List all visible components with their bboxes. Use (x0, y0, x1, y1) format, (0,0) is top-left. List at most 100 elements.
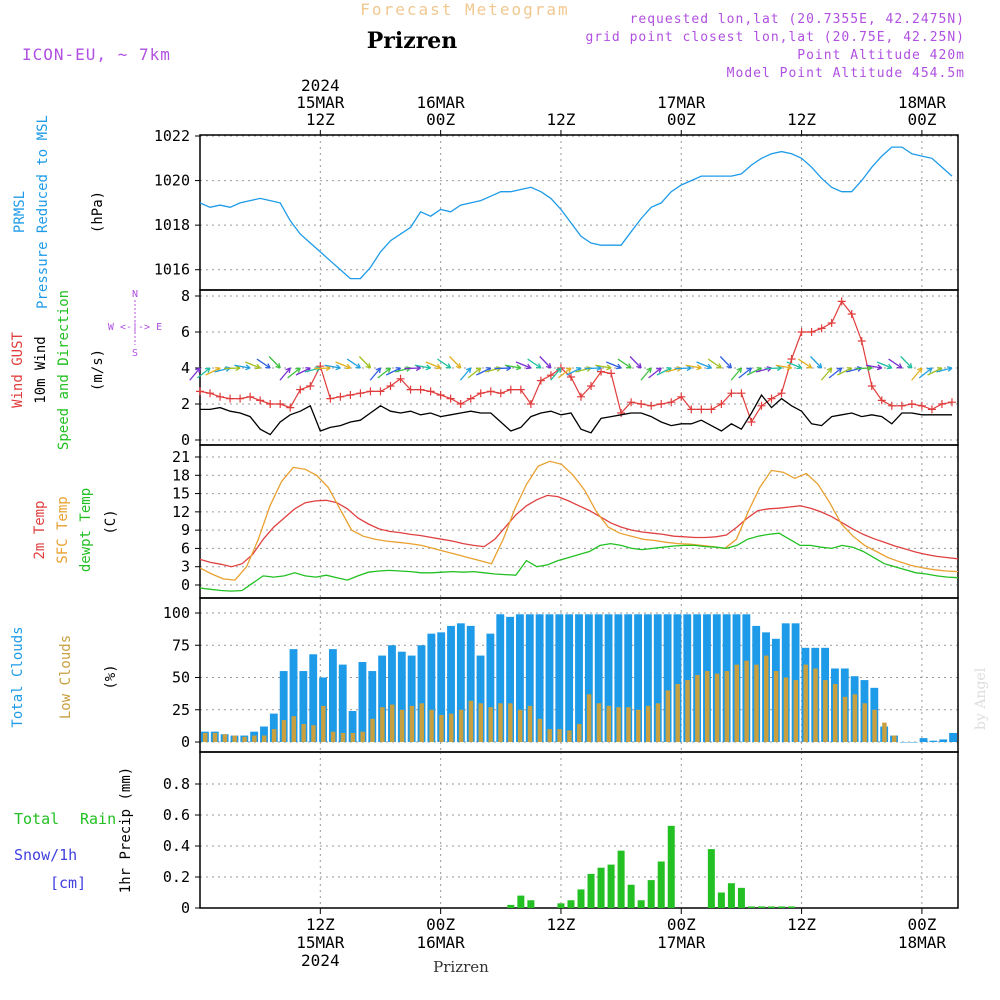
wind-arrow-head (525, 363, 532, 370)
low-cloud-bar (360, 731, 365, 742)
y-tick-label: 0.6 (163, 806, 190, 824)
rain-bar (737, 887, 745, 908)
wind-arrow (205, 367, 221, 376)
wind-arrow (404, 367, 421, 370)
low-cloud-bar (645, 705, 651, 742)
wind-arrow (335, 361, 351, 369)
wind-arrow-head (195, 367, 201, 374)
low-cloud-bar (842, 696, 848, 742)
gust-marker (927, 405, 936, 414)
wind-arrow (369, 367, 381, 381)
wind-arrow-head (385, 367, 392, 373)
gust-marker (627, 398, 636, 407)
gust-marker (657, 400, 666, 408)
wind-arrow (459, 367, 472, 381)
low-cloud-bar (271, 729, 277, 742)
total-cloud-bar (565, 614, 574, 742)
wind-arrow-head (455, 363, 462, 369)
wind-labels: Wind GUST 10m Wind Speed and Direction (… (10, 289, 162, 450)
temp-labels: 2m Temp SFC Temp dewpt Temp (C) (32, 488, 119, 572)
wind-arrow-head (706, 363, 712, 370)
total-cloud-bar (604, 614, 613, 742)
gust-marker (917, 401, 926, 410)
gust-marker (847, 310, 856, 318)
t2m-line (199, 494, 959, 568)
gust-marker (286, 403, 295, 412)
total-cloud-bar (368, 671, 377, 742)
rain-bar (778, 906, 786, 908)
low-cloud-bar (665, 690, 671, 742)
wind-arrow (539, 356, 552, 369)
plot-area: 1016101810201022024680369121518210255075… (154, 76, 959, 970)
wind-arrow (504, 364, 521, 369)
wind-arrow-head (565, 367, 572, 373)
wind-arrow (606, 361, 622, 369)
rain-bar (717, 892, 725, 908)
low-cloud-bar (764, 655, 769, 742)
gust-marker (446, 394, 455, 403)
footer-station: Prizren (433, 958, 489, 976)
wind-arrow (876, 361, 893, 369)
x-tick-label-top: 12Z (306, 110, 335, 129)
prmsl-unit: (hPa) (90, 191, 106, 233)
wind-unit: (m/s) (90, 349, 106, 391)
gust-marker (737, 389, 746, 398)
rain-bar (617, 850, 625, 908)
wind-arrow-head (786, 364, 792, 371)
pressure-line (199, 146, 953, 280)
y-tick-label: 0.8 (163, 775, 190, 793)
wind-arrow (707, 358, 722, 369)
wind-arrow-head (335, 364, 341, 371)
wind-arrow (746, 367, 762, 376)
wind-arrow (527, 358, 542, 369)
total-cloud-bar (358, 662, 367, 742)
compass-s: S (132, 348, 138, 359)
x-date-label-bottom: 15MAR (296, 933, 345, 952)
gust-marker (496, 389, 505, 398)
total-cloud-bar (555, 614, 564, 742)
low-cloud-bar (311, 725, 316, 742)
compass-n: N (132, 289, 138, 300)
y-tick-label: 6 (181, 539, 190, 557)
low-cloud-bar (724, 671, 730, 742)
gust-marker (306, 382, 315, 390)
wind-arrow (377, 367, 391, 379)
wind-arrow (245, 361, 261, 369)
total-cloud-bar (929, 740, 938, 742)
gust-marker (667, 398, 676, 407)
rain-bar (667, 825, 675, 908)
low-cloud-bar (892, 735, 897, 742)
wind-arrow (295, 367, 311, 376)
wind-arrow-head (646, 367, 652, 374)
temp-unit: (C) (103, 509, 119, 534)
gust-marker (867, 382, 876, 390)
gust-marker (236, 394, 245, 403)
wind-arrow-head (295, 367, 301, 373)
wind-arrow (197, 367, 211, 379)
gust-marker (296, 385, 305, 394)
clouds-unit: (%) (103, 664, 119, 689)
wind-arrow (425, 361, 441, 369)
x-date-label-top: 18MAR (898, 93, 947, 112)
wind-arrow-head (606, 364, 612, 371)
model-label: ICON-EU, ~ 7km (22, 45, 171, 64)
low-cloud-bar (557, 729, 562, 742)
gust-marker (276, 400, 285, 408)
total-cloud-bar (643, 614, 652, 742)
x-year-label-top: 2024 (301, 76, 340, 95)
gust-marker (727, 389, 736, 398)
x-tick-label-bottom: 00Z (907, 915, 936, 934)
y-tick-label: 8 (181, 287, 190, 305)
wind-arrow (820, 367, 833, 381)
wind-arrow-head (245, 364, 251, 371)
wind-arrow (314, 367, 331, 370)
wind-arrow-head (355, 363, 362, 369)
wind-arrow-head (746, 367, 753, 373)
y-tick-label: 4 (181, 359, 190, 377)
low-cloud-bar (596, 703, 602, 742)
low-cloud-bar (508, 703, 513, 742)
gust-marker (456, 400, 465, 408)
wind-arrow (828, 367, 843, 379)
low-cloud-bar (537, 718, 543, 742)
wind-arrow (837, 367, 853, 376)
